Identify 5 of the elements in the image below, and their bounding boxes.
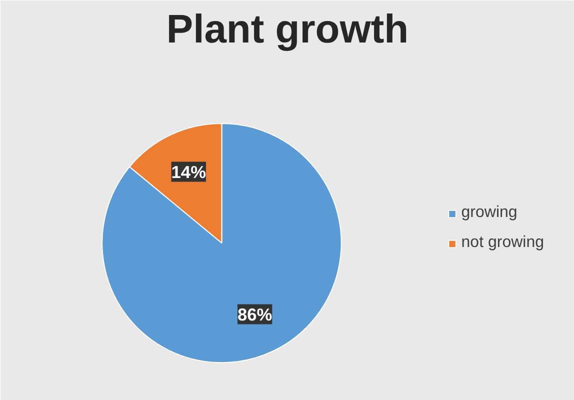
data-label: 86% <box>237 304 272 324</box>
chart-title: Plant growth <box>166 8 409 52</box>
legend-label: not growing <box>461 234 544 252</box>
data-label: 14% <box>171 162 206 182</box>
legend-label: growing <box>461 204 518 222</box>
